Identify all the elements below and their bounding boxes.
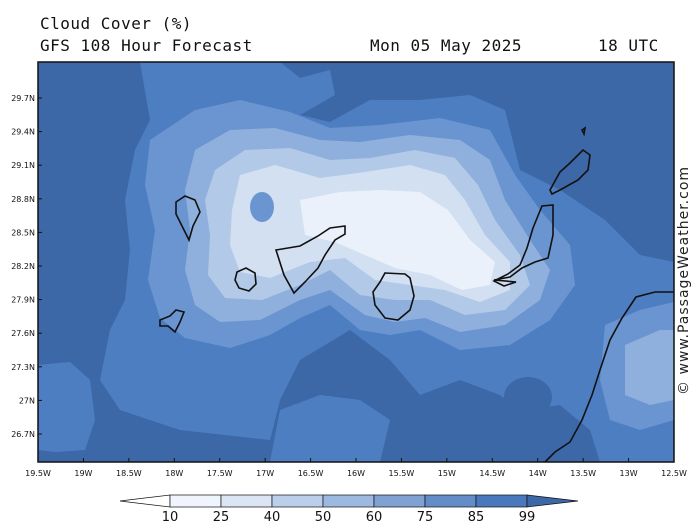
forecast-subtitle: GFS 108 Hour Forecast <box>40 36 253 55</box>
legend-color-box <box>220 494 273 508</box>
legend-color-box <box>271 494 324 508</box>
lon-tick-label: 13W <box>620 469 638 478</box>
longitude-axis: 19.5W 19W 18.5W 18W 17.5W 17W 16.5W 16W 15.5W 15W… <box>25 458 687 478</box>
color-legend: 10 25 40 50 60 75 85 99 <box>119 494 579 525</box>
watermark-text: © www.PassageWeather.com <box>676 165 692 395</box>
lon-tick-label: 18W <box>165 469 183 478</box>
contour-60-pocket <box>250 192 274 222</box>
lat-tick-label: 28.8N <box>11 195 35 204</box>
legend-high-arrow <box>526 494 579 508</box>
el-hierro-island <box>159 309 186 334</box>
lon-tick-label: 16.5W <box>298 469 324 478</box>
legend-color-box <box>475 494 528 508</box>
legend-label: 99 <box>519 510 536 525</box>
legend-color-box <box>322 494 375 508</box>
forecast-date: Mon 05 May 2025 <box>370 36 522 55</box>
tenerife-island <box>274 225 346 295</box>
lat-tick-label: 28.2N <box>11 262 35 271</box>
lon-tick-label: 18.5W <box>116 469 142 478</box>
lat-tick-label: 29.1N <box>11 161 35 170</box>
lat-tick-label: 27.9N <box>11 296 35 305</box>
contour-75-southwest <box>38 362 95 452</box>
forecast-time: 18 UTC <box>598 36 659 55</box>
gran-canaria-island <box>372 272 415 321</box>
legend-label: 10 <box>162 510 179 525</box>
lat-tick-label: 27N <box>19 396 35 405</box>
legend-label: 25 <box>213 510 230 525</box>
lat-tick-label: 27.6N <box>11 329 35 338</box>
lon-tick-label: 17.5W <box>207 469 233 478</box>
lat-tick-label: 28.5N <box>11 228 35 237</box>
legend-label: 40 <box>264 510 281 525</box>
legend-label: 75 <box>417 510 434 525</box>
lon-tick-label: 13.5W <box>570 469 596 478</box>
lon-tick-label: 15W <box>438 469 456 478</box>
africa-coastline <box>544 291 674 462</box>
map-title: Cloud Cover (%) <box>40 14 192 33</box>
lat-tick-label: 29.7N <box>11 94 35 103</box>
lon-tick-label: 12.5W <box>661 469 687 478</box>
graciosa-island <box>580 126 587 137</box>
lon-tick-label: 17W <box>256 469 274 478</box>
legend-color-box <box>373 494 426 508</box>
legend-color-box <box>169 494 222 508</box>
lon-tick-label: 19.5W <box>25 469 51 478</box>
lon-tick-label: 19W <box>74 469 92 478</box>
lon-tick-label: 14W <box>529 469 547 478</box>
legend-label: 60 <box>366 510 383 525</box>
contour-50-east <box>625 330 674 405</box>
lat-tick-label: 29.4N <box>11 128 35 137</box>
cloud-contours <box>38 62 674 462</box>
coastlines <box>159 126 674 462</box>
lon-tick-label: 15.5W <box>389 469 415 478</box>
lat-tick-label: 27.3N <box>11 363 35 372</box>
fuerteventura-island <box>492 204 554 287</box>
lon-tick-label: 16W <box>347 469 365 478</box>
contour-75-south <box>270 395 390 462</box>
lat-tick-label: 26.7N <box>11 430 35 439</box>
lanzarote-island <box>549 148 591 196</box>
lon-tick-label: 14.5W <box>479 469 505 478</box>
contour-85-pocket <box>504 377 552 417</box>
latitude-axis: 29.7N 29.4N 29.1N 28.8N 28.5N 28.2N 27.9N 27.6N… <box>11 94 42 439</box>
contour-10 <box>300 190 495 290</box>
legend-low-arrow <box>119 494 171 508</box>
legend-label: 50 <box>315 510 332 525</box>
legend-color-box <box>424 494 477 508</box>
la-palma-island <box>175 195 201 243</box>
la-gomera-island <box>234 267 257 292</box>
legend-label: 85 <box>468 510 485 525</box>
